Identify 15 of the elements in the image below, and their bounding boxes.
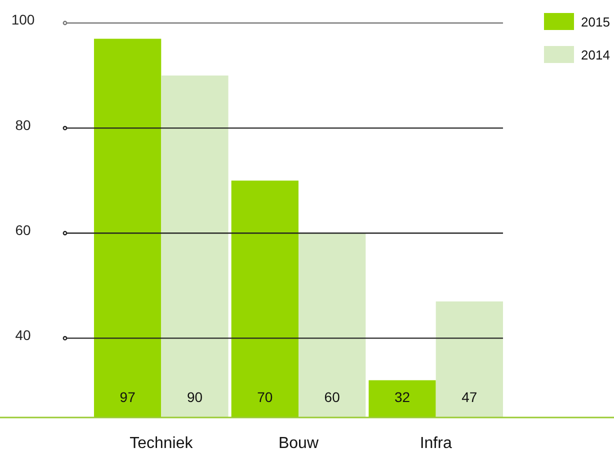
x-tick-label: Infra	[420, 435, 452, 452]
y-tick-label: 80	[15, 116, 31, 133]
data-label: 70	[257, 389, 273, 405]
x-tick-label: Techniek	[130, 435, 194, 452]
data-label: 32	[394, 389, 410, 405]
legend-label: 2014	[581, 48, 610, 62]
x-tick-label: Bouw	[278, 435, 319, 452]
data-label: 47	[462, 389, 478, 405]
data-label: 90	[186, 389, 203, 405]
y-tick-label: 100	[11, 12, 35, 28]
y-tick-label: 60	[15, 222, 31, 238]
legend-label: 2015	[581, 14, 610, 30]
data-label: 97	[120, 389, 136, 405]
y-tick-label: 40	[15, 326, 31, 343]
data-label: 60	[324, 389, 340, 405]
